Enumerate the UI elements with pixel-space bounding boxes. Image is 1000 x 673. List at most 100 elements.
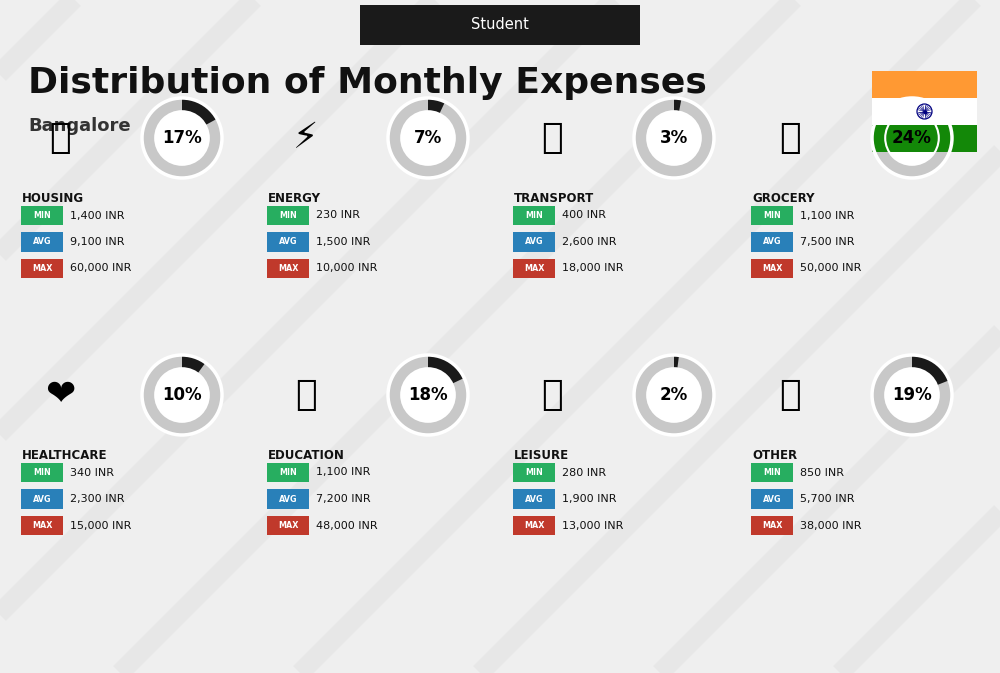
FancyBboxPatch shape: [21, 463, 63, 483]
FancyBboxPatch shape: [872, 71, 977, 98]
Wedge shape: [388, 98, 468, 178]
Text: MAX: MAX: [32, 521, 52, 530]
Text: 19%: 19%: [892, 386, 932, 404]
Text: AVG: AVG: [525, 495, 543, 503]
Wedge shape: [142, 98, 222, 178]
Wedge shape: [634, 98, 714, 178]
Wedge shape: [428, 355, 464, 384]
Text: MIN: MIN: [525, 211, 543, 220]
Circle shape: [401, 368, 455, 422]
Text: MAX: MAX: [524, 264, 544, 273]
Wedge shape: [674, 355, 679, 368]
Wedge shape: [912, 355, 949, 385]
Circle shape: [647, 111, 701, 165]
Text: MAX: MAX: [762, 264, 782, 273]
Text: 15,000 INR: 15,000 INR: [70, 520, 131, 530]
Text: 🛒: 🛒: [779, 121, 801, 155]
Text: 🎓: 🎓: [295, 378, 317, 412]
FancyBboxPatch shape: [21, 516, 63, 535]
Text: 13,000 INR: 13,000 INR: [562, 520, 623, 530]
Text: 60,000 INR: 60,000 INR: [70, 264, 131, 273]
Text: Distribution of Monthly Expenses: Distribution of Monthly Expenses: [28, 66, 707, 100]
Circle shape: [885, 368, 939, 422]
FancyBboxPatch shape: [513, 463, 555, 483]
Text: ENERGY: ENERGY: [268, 192, 321, 205]
FancyBboxPatch shape: [267, 516, 309, 535]
Text: AVG: AVG: [763, 495, 781, 503]
Circle shape: [885, 111, 939, 165]
Text: MIN: MIN: [763, 468, 781, 477]
Wedge shape: [912, 98, 952, 137]
FancyBboxPatch shape: [267, 206, 309, 225]
FancyBboxPatch shape: [360, 5, 640, 45]
Text: AVG: AVG: [33, 238, 51, 246]
FancyBboxPatch shape: [751, 516, 793, 535]
Text: 7,500 INR: 7,500 INR: [800, 237, 854, 247]
Text: 🚌: 🚌: [541, 121, 563, 155]
Text: 38,000 INR: 38,000 INR: [800, 520, 862, 530]
FancyBboxPatch shape: [21, 258, 63, 278]
Text: OTHER: OTHER: [752, 449, 797, 462]
Text: 230 INR: 230 INR: [316, 211, 360, 221]
Text: MAX: MAX: [762, 521, 782, 530]
Text: EDUCATION: EDUCATION: [268, 449, 345, 462]
Text: LEISURE: LEISURE: [514, 449, 569, 462]
Text: MIN: MIN: [33, 211, 51, 220]
Text: MAX: MAX: [524, 521, 544, 530]
Text: 10,000 INR: 10,000 INR: [316, 264, 377, 273]
Wedge shape: [142, 355, 222, 435]
Text: AVG: AVG: [525, 238, 543, 246]
Text: 3%: 3%: [660, 129, 688, 147]
FancyBboxPatch shape: [751, 258, 793, 278]
Text: AVG: AVG: [763, 238, 781, 246]
Text: 48,000 INR: 48,000 INR: [316, 520, 378, 530]
FancyBboxPatch shape: [872, 98, 977, 125]
Wedge shape: [634, 355, 714, 435]
Text: 9,100 INR: 9,100 INR: [70, 237, 124, 247]
FancyBboxPatch shape: [751, 232, 793, 252]
Text: AVG: AVG: [279, 238, 297, 246]
Text: 17%: 17%: [162, 129, 202, 147]
Text: 1,500 INR: 1,500 INR: [316, 237, 370, 247]
Text: HEALTHCARE: HEALTHCARE: [22, 449, 108, 462]
Text: 1,900 INR: 1,900 INR: [562, 494, 616, 504]
Text: 7,200 INR: 7,200 INR: [316, 494, 371, 504]
Text: MIN: MIN: [525, 468, 543, 477]
FancyBboxPatch shape: [872, 125, 977, 152]
Text: MIN: MIN: [279, 211, 297, 220]
Wedge shape: [428, 98, 445, 114]
Text: MIN: MIN: [279, 468, 297, 477]
Text: 18%: 18%: [408, 386, 448, 404]
Text: 🏢: 🏢: [49, 121, 71, 155]
Wedge shape: [388, 355, 468, 435]
Text: 1,100 INR: 1,100 INR: [316, 468, 370, 478]
Text: MAX: MAX: [32, 264, 52, 273]
Text: 280 INR: 280 INR: [562, 468, 606, 478]
Circle shape: [155, 111, 209, 165]
FancyBboxPatch shape: [21, 206, 63, 225]
Text: 🛍: 🛍: [541, 378, 563, 412]
Text: MIN: MIN: [763, 211, 781, 220]
FancyBboxPatch shape: [21, 232, 63, 252]
Text: 10%: 10%: [162, 386, 202, 404]
Wedge shape: [872, 98, 952, 178]
Wedge shape: [674, 98, 681, 112]
Text: 2,600 INR: 2,600 INR: [562, 237, 616, 247]
FancyBboxPatch shape: [751, 206, 793, 225]
FancyBboxPatch shape: [513, 258, 555, 278]
Text: GROCERY: GROCERY: [752, 192, 814, 205]
Text: 7%: 7%: [414, 129, 442, 147]
FancyBboxPatch shape: [513, 516, 555, 535]
Text: 850 INR: 850 INR: [800, 468, 844, 478]
FancyBboxPatch shape: [267, 232, 309, 252]
FancyBboxPatch shape: [513, 489, 555, 509]
Text: 24%: 24%: [892, 129, 932, 147]
Text: Student: Student: [471, 17, 529, 32]
Text: 340 INR: 340 INR: [70, 468, 114, 478]
FancyBboxPatch shape: [267, 489, 309, 509]
Text: 50,000 INR: 50,000 INR: [800, 264, 861, 273]
FancyBboxPatch shape: [751, 489, 793, 509]
Text: MIN: MIN: [33, 468, 51, 477]
Text: 18,000 INR: 18,000 INR: [562, 264, 624, 273]
FancyBboxPatch shape: [751, 463, 793, 483]
